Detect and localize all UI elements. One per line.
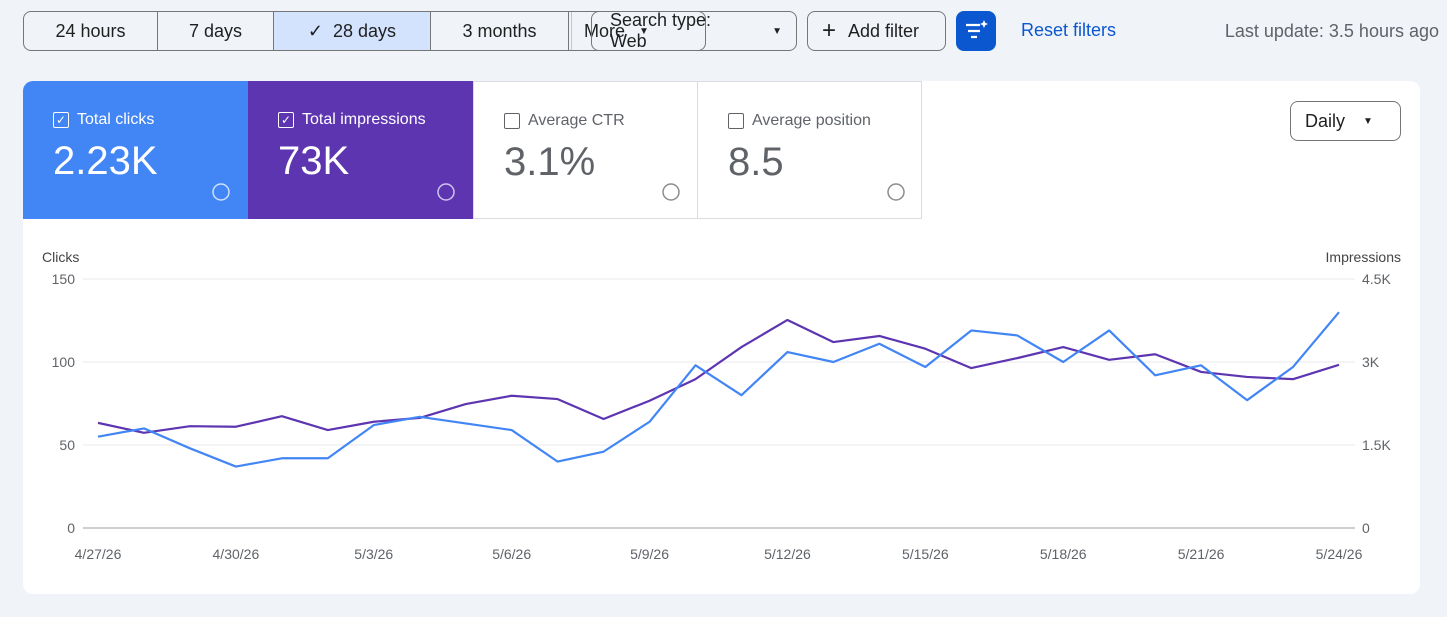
card-value: 8.5 (728, 140, 784, 184)
search-type-button[interactable]: Search type: Web ▼ (591, 10, 797, 51)
check-icon: ✓ (307, 20, 324, 41)
reset-filters-link[interactable]: Reset filters (1021, 20, 1117, 40)
separator (571, 12, 572, 50)
btn-label: Daily (1305, 110, 1346, 131)
checkbox (504, 113, 520, 129)
label-text: Total clicks (77, 111, 155, 128)
granularity-dropdown[interactable]: Daily ▼ (1290, 101, 1401, 141)
metric-card[interactable]: ✓ Total impressions 73K (248, 81, 473, 219)
caret: ▼ (772, 25, 782, 37)
checkbox (728, 113, 744, 129)
btn-label: Search type: Web (610, 10, 712, 51)
range-button[interactable]: 24 hours (24, 12, 158, 50)
card-label: ✓ Total impressions (278, 111, 473, 129)
caret: ▼ (639, 25, 649, 37)
metric-card[interactable]: Average CTR 3.1% (473, 81, 698, 219)
card-label: Average CTR (504, 112, 697, 130)
range-button[interactable]: 7 days (158, 12, 274, 50)
checkbox: ✓ (53, 112, 69, 128)
filter-icon-button[interactable] (956, 11, 996, 51)
range-label: 28 days (333, 20, 397, 41)
card-label: ✓ Total clicks (53, 111, 248, 129)
label-text: Average position (752, 112, 871, 129)
btn-label: Add filter (848, 20, 920, 41)
range-selector: 24 hours 7 days ✓ 28 days 3 months More ▼ (23, 11, 706, 51)
range-button[interactable]: 3 months (431, 12, 569, 50)
card-value: 2.23K (53, 139, 158, 183)
range-button[interactable]: More ▼ (569, 12, 705, 50)
caret: ▼ (1363, 115, 1373, 127)
checkbox: ✓ (278, 112, 294, 128)
card-value: 3.1% (504, 140, 596, 184)
label-text: Total impressions (302, 111, 426, 128)
range-button[interactable]: ✓ 28 days (274, 12, 431, 50)
plus-icon: + (822, 17, 837, 44)
metric-card[interactable]: Average position 8.5 (697, 81, 922, 219)
label-text: Average CTR (528, 112, 625, 129)
card-value: 73K (278, 139, 350, 183)
metric-card[interactable]: ✓ Total clicks 2.23K (23, 81, 248, 219)
range-label: More (584, 20, 626, 41)
add-filter-button[interactable]: + Add filter (807, 11, 946, 51)
card-label: Average position (728, 112, 921, 130)
filter-icon (966, 20, 988, 39)
last-update: Last update: 3.5 hours ago (1224, 21, 1439, 41)
